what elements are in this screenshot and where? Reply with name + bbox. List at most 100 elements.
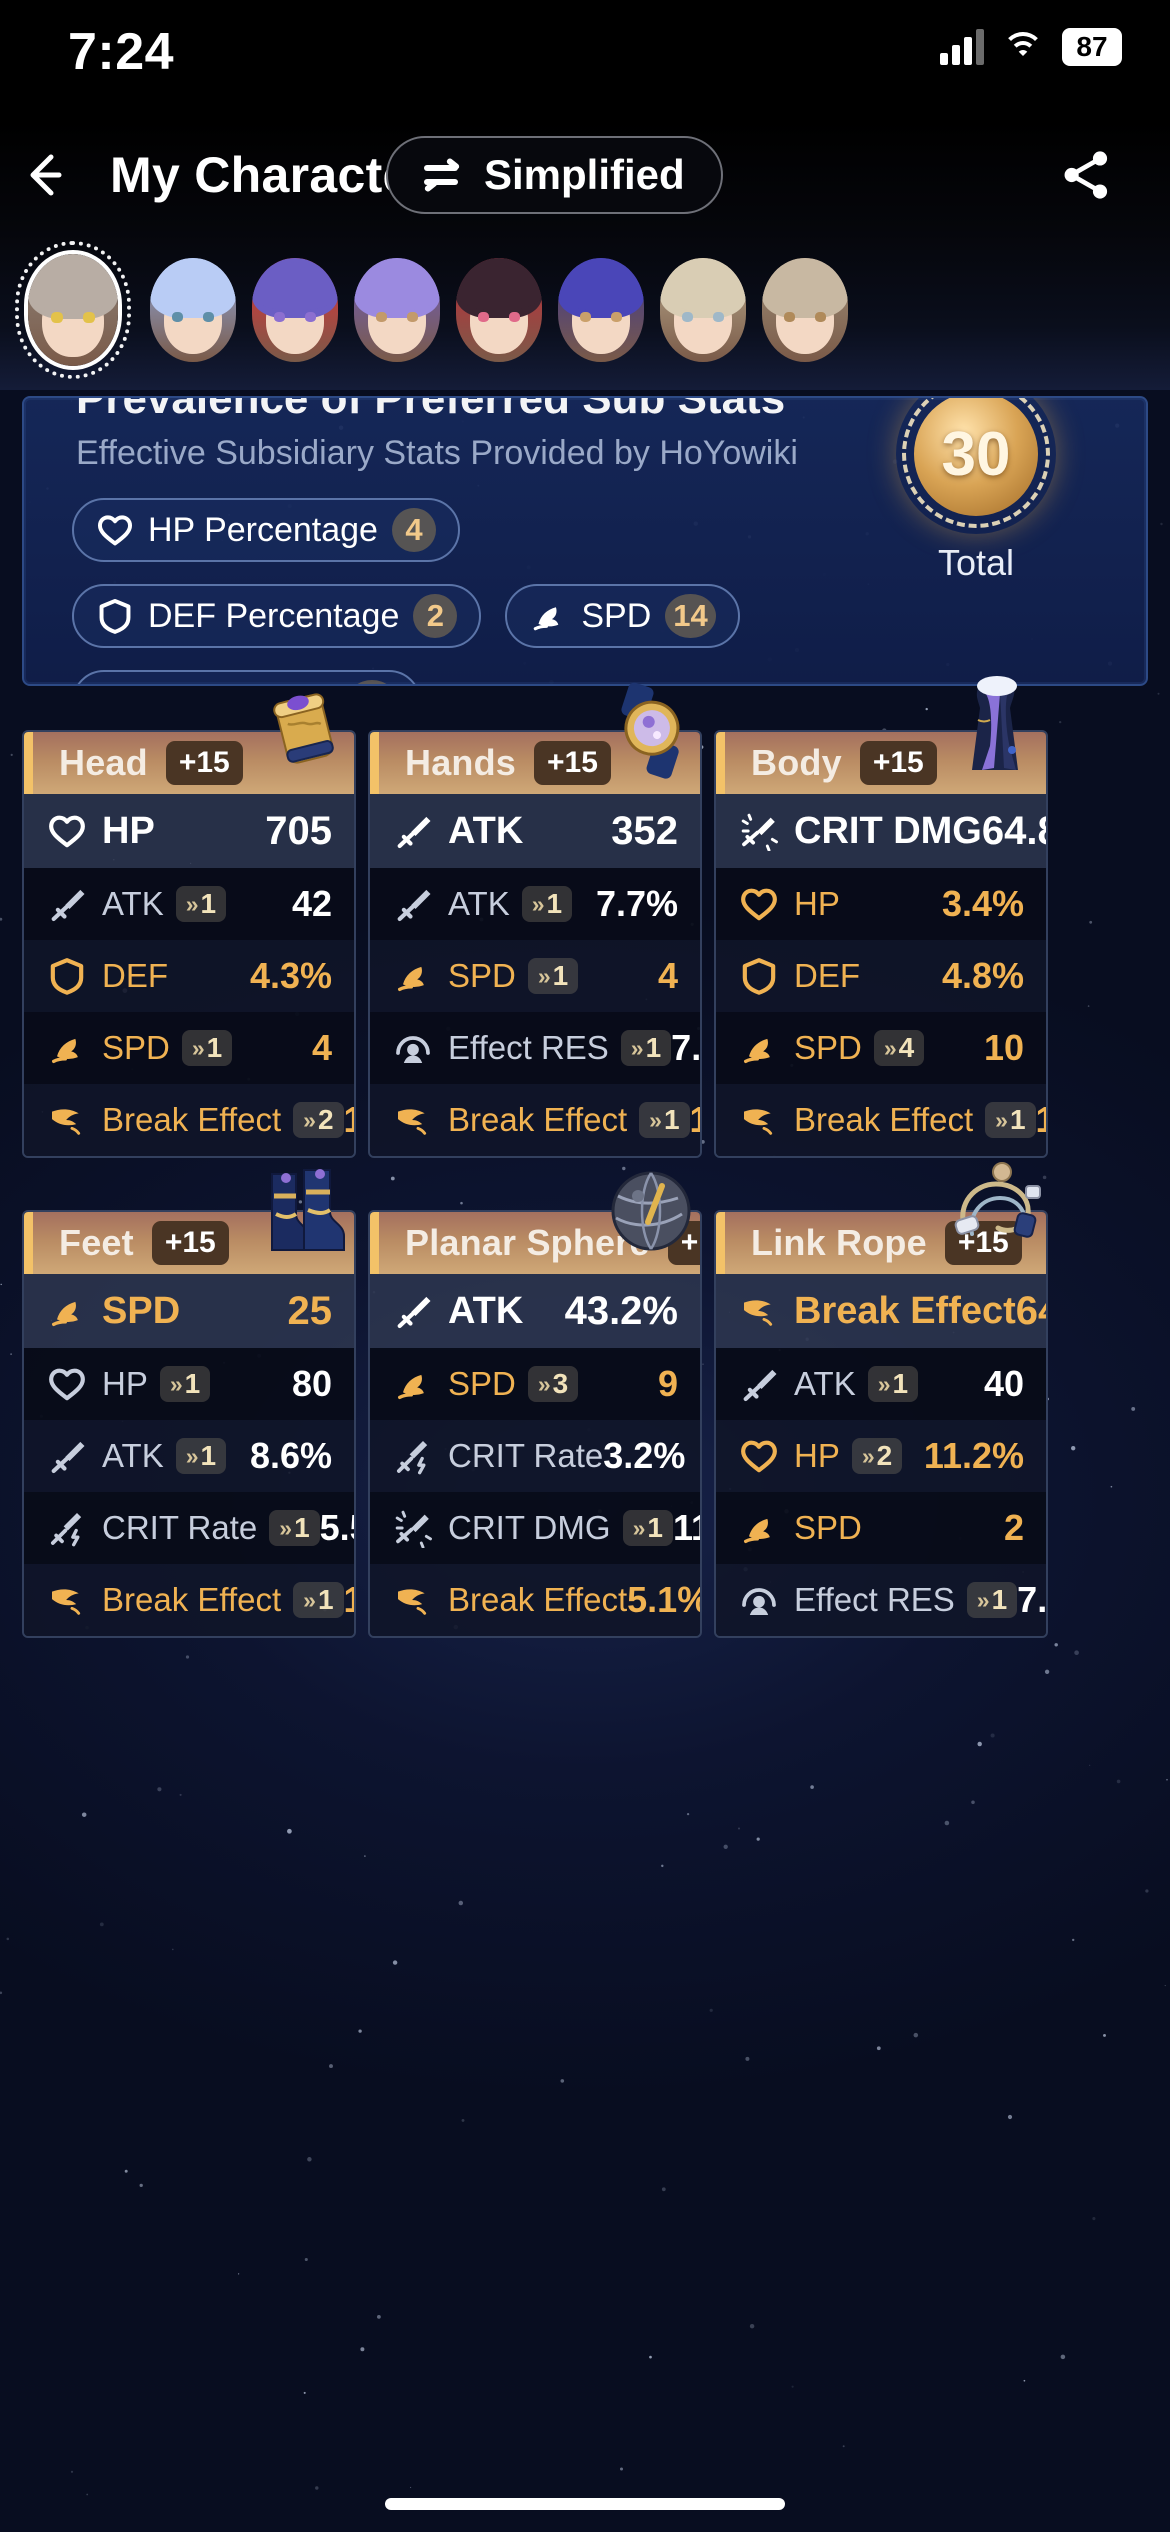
character-avatar-1[interactable] xyxy=(15,241,131,379)
relic-main-stat-value: 352 xyxy=(611,808,678,853)
relic-sub-roll-badge: » 1 xyxy=(639,1102,690,1138)
relic-sub-roll-badge: » 2 xyxy=(851,1438,903,1474)
hp-icon xyxy=(46,1363,88,1405)
relic-sub-roll-badge: » 1 xyxy=(293,1582,344,1618)
relic-card-hands[interactable]: Hands +15 ATK 352 ATK» 1 7.7% SPD» 1 4 Effect RES»… xyxy=(368,682,702,1158)
atk-icon xyxy=(392,1290,434,1332)
atk-icon xyxy=(392,810,434,852)
substat-chip-label: HP Percentage xyxy=(148,510,378,549)
relic-sub-stat-name: SPD xyxy=(448,957,516,994)
relic-main-stat-value: 705 xyxy=(265,808,332,853)
double-chevron-icon: » xyxy=(279,1514,292,1541)
relic-sub-stat-row: Effect RES»17.7% xyxy=(370,1012,700,1084)
relic-sub-stat-value: 12.3% xyxy=(344,1579,354,1621)
relic-sub-roll-count: 1 xyxy=(991,1584,1008,1615)
relic-sub-stat-row: SPD » 1 4 xyxy=(370,940,700,1012)
substat-chip-label: SPD xyxy=(581,596,652,635)
relic-level-badge: +15 xyxy=(165,741,243,785)
total-label: Total xyxy=(937,542,1015,583)
status-bar-indicators: 87 xyxy=(940,28,1122,66)
relic-sub-roll-count: 1 xyxy=(1009,1104,1026,1135)
back-button[interactable] xyxy=(0,120,110,230)
substat-chip-list: HP Percentage 4 DEF Percentage 2 SPD 14 Break … xyxy=(72,498,772,684)
character-avatar-5[interactable] xyxy=(456,258,542,362)
relic-sub-roll-count: 1 xyxy=(546,888,563,919)
relic-main-stat-name: Break Effect xyxy=(794,1289,1016,1332)
relic-sub-roll-count: 1 xyxy=(552,960,569,991)
relic-sub-stat-value: 7.7% xyxy=(671,1027,702,1068)
character-avatar-6[interactable] xyxy=(558,258,644,362)
character-avatar-strip[interactable] xyxy=(0,230,1170,390)
break-effect-icon xyxy=(392,1579,434,1621)
relic-sub-roll-count: 1 xyxy=(317,1584,334,1615)
relic-main-stat-name: ATK xyxy=(448,809,524,852)
relic-sub-stat-name: HP xyxy=(102,1365,148,1402)
double-chevron-icon: » xyxy=(632,1514,646,1541)
double-chevron-icon: » xyxy=(537,1370,551,1397)
character-avatar-4[interactable] xyxy=(354,258,440,362)
substat-chip[interactable]: Break Effect 10 xyxy=(72,670,422,685)
relic-sub-stat-value: 11.2% xyxy=(923,1435,1024,1476)
spd-icon xyxy=(738,1507,780,1549)
double-chevron-icon: » xyxy=(185,890,199,917)
relic-sub-stat-row: Effect RES »1 7.3% xyxy=(716,1564,1046,1636)
character-avatar-2[interactable] xyxy=(150,258,236,362)
substat-chip-count: 2 xyxy=(413,594,458,638)
hp-icon xyxy=(738,1435,780,1477)
relic-sub-stat-row: HP 3.4% xyxy=(716,868,1046,940)
relic-sub-stat-name: HP xyxy=(794,1437,840,1474)
relic-sub-roll-count: 1 xyxy=(206,1032,223,1063)
relic-sub-stat-value: 4.8% xyxy=(941,955,1024,996)
relic-sub-roll-count: 1 xyxy=(184,1368,201,1399)
relic-sub-stat-value: 7.3% xyxy=(1017,1579,1048,1620)
wifi-icon xyxy=(1002,30,1044,64)
relic-slot-name: Planar Sphere xyxy=(405,1222,650,1263)
relic-sub-stat-row: SPD » 3 9 xyxy=(370,1348,700,1420)
relic-sub-stat-name: CRIT Rate xyxy=(102,1509,258,1546)
share-button[interactable] xyxy=(1048,136,1126,214)
relic-sub-stat-name: Effect RES xyxy=(794,1581,955,1618)
relic-sub-stat-value: 42 xyxy=(291,883,332,924)
character-avatar-7[interactable] xyxy=(660,258,746,362)
relic-sub-stat-value: 10 xyxy=(983,1027,1024,1068)
relic-sub-stat-value: 9 xyxy=(657,1363,678,1404)
double-chevron-icon: » xyxy=(861,1442,875,1469)
substat-chip[interactable]: DEF Percentage 2 xyxy=(72,584,482,648)
substat-chip[interactable]: SPD 14 xyxy=(505,584,740,648)
display-mode-label: Simplified xyxy=(484,151,685,198)
display-mode-toggle[interactable]: Simplified xyxy=(386,136,723,214)
relic-card-feet[interactable]: Feet +15 SPD 25 HP» 1 80 ATK» 1 8.6% CRIT Rate» 1 5.… xyxy=(22,1169,356,1638)
character-avatar-8[interactable] xyxy=(762,258,848,362)
swap-arrows-icon xyxy=(423,157,464,193)
relic-sub-stat-value: 7.7% xyxy=(595,883,678,924)
relic-sub-stat-value: 18.7% xyxy=(344,1099,354,1141)
relic-sub-stat-value: 10.3% xyxy=(1036,1099,1046,1141)
relic-sub-stat-name: SPD xyxy=(448,1365,516,1402)
relic-slot-name: Link Rope xyxy=(751,1222,927,1263)
substat-chip-label: Break Effect xyxy=(148,683,333,685)
effect-res-icon xyxy=(392,1027,434,1069)
character-avatar-3[interactable] xyxy=(252,258,338,362)
double-chevron-icon: » xyxy=(976,1586,990,1613)
relic-sub-roll-badge: » 1 xyxy=(521,886,573,922)
substat-chip[interactable]: HP Percentage 4 xyxy=(72,498,460,562)
relic-sub-roll-count: 1 xyxy=(200,1440,217,1471)
double-chevron-icon: » xyxy=(531,890,545,917)
relic-sub-stat-row: SPD 2 xyxy=(716,1492,1046,1564)
relic-sub-stat-name: Break Effect xyxy=(448,1101,628,1138)
crit-rate-icon xyxy=(392,1435,434,1477)
cellular-signal-icon xyxy=(940,29,984,65)
relic-card-head[interactable]: Head +15 HP 705 ATK» 1 42 DEF 4.3% SPD» 1 4 Break Ef… xyxy=(22,693,356,1158)
double-chevron-icon: » xyxy=(303,1106,316,1133)
relic-sub-stat-name: CRIT Rate xyxy=(448,1437,604,1474)
relic-level-badge: +15 xyxy=(859,741,937,785)
substats-panel-subtitle: Effective Subsidiary Stats Provided by H… xyxy=(76,434,798,472)
relic-sub-stat-name: Effect RES xyxy=(448,1029,609,1066)
relic-sub-stat-value: 8.6% xyxy=(249,1435,332,1476)
relic-sub-roll-badge: » 4 xyxy=(873,1030,925,1066)
crit-dmg-icon xyxy=(738,810,780,852)
break-effect-icon xyxy=(738,1099,780,1141)
